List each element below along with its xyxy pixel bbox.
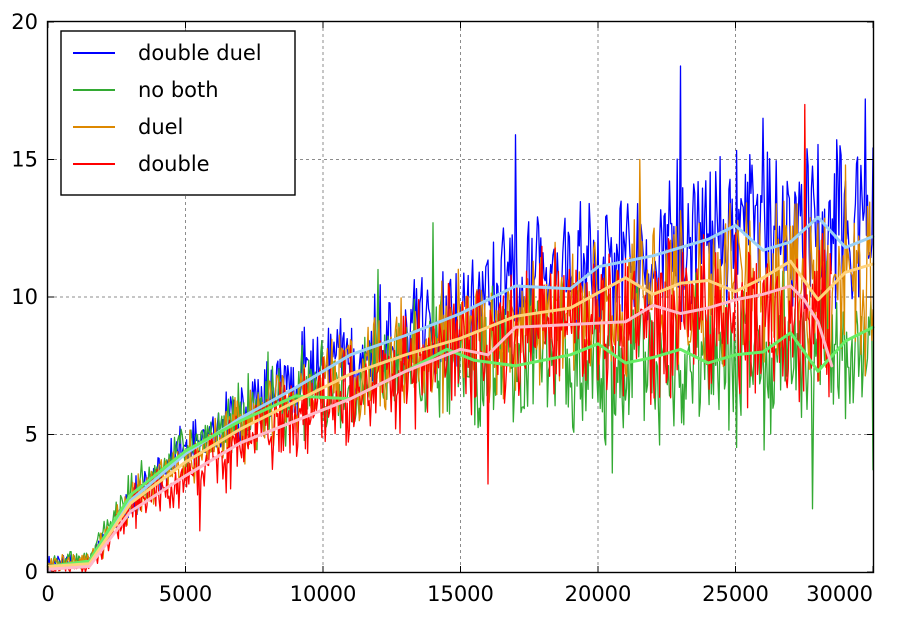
axis-ticks: 0 5000 10000 15000 20000 25000 30000 0 5 10 15 20 [11, 10, 874, 606]
y-tick-label: 0 [25, 560, 38, 584]
legend: double duel no both duel double [60, 30, 296, 196]
y-tick-label: 10 [11, 285, 38, 309]
x-tick-label: 25000 [702, 582, 769, 606]
legend-label: duel [138, 115, 183, 139]
x-tick-label: 20000 [565, 582, 632, 606]
series-smoothed-line [46, 284, 834, 571]
x-tick-label: 5000 [159, 582, 212, 606]
series-smoothed-line [46, 215, 875, 568]
series-raw-line [47, 103, 832, 573]
series-smoothed-line [46, 325, 875, 568]
y-tick-label: 15 [11, 148, 38, 172]
x-tick-label: 30000 [806, 582, 873, 606]
legend-label: double [138, 152, 210, 176]
x-tick-label: 10000 [290, 582, 357, 606]
y-tick-label: 20 [11, 10, 38, 34]
x-tick-label: 0 [41, 582, 54, 606]
legend-label: no both [138, 78, 219, 102]
moving-average-lines [46, 215, 875, 571]
x-tick-label: 15000 [427, 582, 494, 606]
y-tick-label: 5 [25, 423, 38, 447]
legend-label: double duel [138, 41, 262, 65]
legend-box [60, 30, 296, 196]
plot-frame [46, 20, 875, 574]
series-smoothed-line [46, 259, 875, 568]
